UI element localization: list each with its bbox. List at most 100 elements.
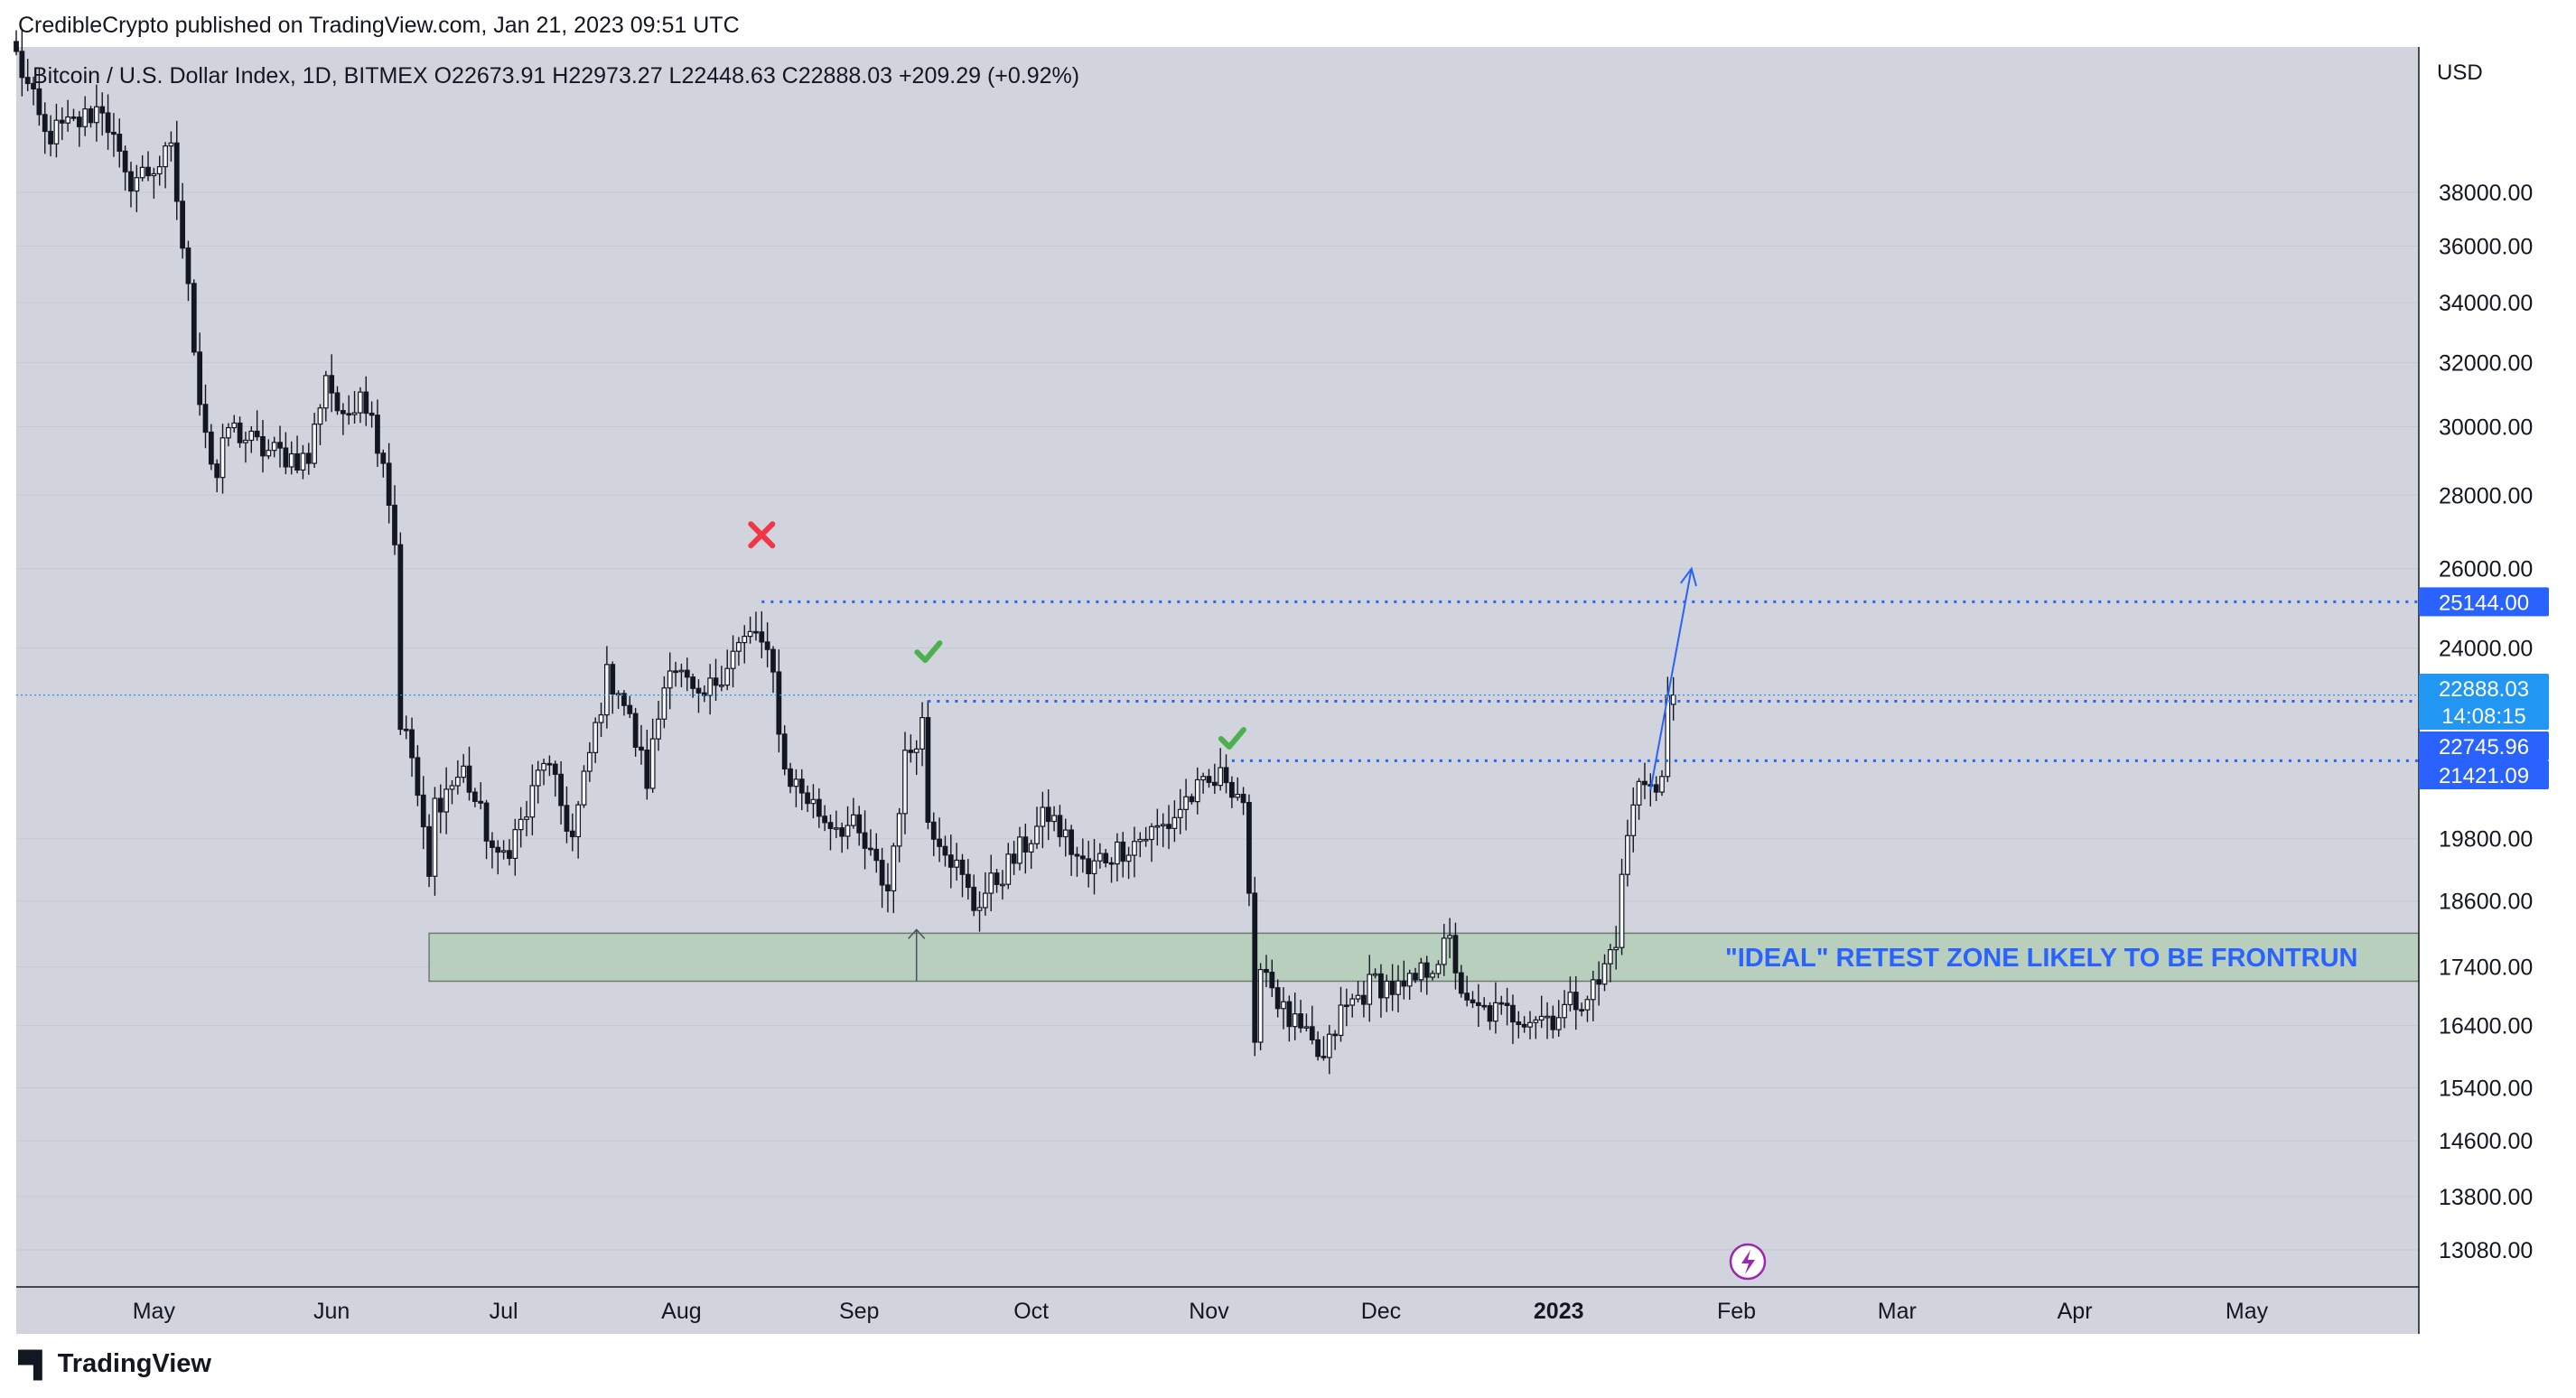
candle [1154,808,1161,846]
candle-body [1211,781,1218,787]
price-badge-value: 22745.96 [2439,735,2529,760]
candle [226,423,231,447]
candle [822,805,828,832]
candle-body [1120,841,1126,862]
candle [1108,857,1115,883]
candle [1527,1011,1533,1039]
candle-body [546,762,553,766]
candle [891,843,897,914]
candle-body [879,860,885,886]
candle-body [805,792,810,805]
candle [1452,922,1459,990]
candle-body [1246,801,1252,894]
candle-body [1418,962,1424,981]
retest-zone-box [428,932,2420,983]
candle [82,96,89,136]
candle [1326,1024,1332,1075]
candle-body [764,641,770,650]
candle-body [1510,1004,1516,1023]
candle [507,839,512,866]
symbol-header-part: C [782,63,798,89]
candle [156,155,163,186]
candle [1516,1011,1522,1039]
candle-body [1562,1003,1567,1019]
candle-body [1045,806,1051,823]
candle-body [173,142,180,202]
price-badge-countdown: 14:08:15 [2441,704,2525,729]
candle [1384,974,1390,1012]
candle-body [988,872,994,894]
candle [575,800,582,859]
candle [1389,964,1395,1011]
candle [1194,767,1200,815]
price-badge-bg [2419,760,2549,789]
candle-body [856,814,863,834]
candle-body [581,770,587,806]
symbol-header-part: H [552,63,568,89]
candle [260,420,266,473]
candle-body [1498,1002,1505,1005]
candle [845,806,851,850]
tradingview-logo[interactable]: ▀▌ TradingView [18,1349,211,1379]
candle [490,832,495,869]
tradingview-brand: TradingView [57,1349,211,1378]
candle-body [397,544,404,731]
candle [678,663,685,687]
candle-body [1372,973,1378,976]
candle [1464,975,1470,1007]
candle-body [644,749,650,789]
candle [994,869,1000,893]
candle [1303,1013,1310,1032]
candle-body [1252,892,1258,1043]
candle-body [1005,853,1012,885]
candle [93,84,99,142]
candle-body [604,664,610,716]
candle-body [1137,838,1143,843]
candle [375,399,380,467]
candle [724,649,731,691]
candle [798,769,805,811]
candle-body [99,106,106,114]
candle [322,370,329,422]
candle-body [380,452,387,464]
candle [1395,965,1401,1013]
candle [552,760,558,797]
candle [248,425,255,453]
candle-body [1264,968,1269,974]
candle [661,676,667,729]
candle-body [1452,935,1459,974]
candle [1430,970,1435,981]
candle [358,387,363,424]
candle-body [53,119,60,144]
candle [243,432,248,463]
candle-body [518,818,524,831]
candle-body [329,375,335,394]
candle [1034,806,1040,849]
candle [959,853,966,898]
candle [208,424,214,471]
candle [1281,987,1286,1030]
candle [231,415,238,433]
candle-body [1441,937,1447,965]
candle-body [1355,994,1361,1000]
candle [65,99,71,132]
price-axis-badge: 22745.96 [2419,732,2549,760]
candle [730,635,736,688]
candle-body [1303,1026,1310,1029]
y-tick-label: 14600.00 [2439,1129,2533,1154]
candle-body [1309,1026,1315,1041]
candle [340,403,346,435]
candle-body [1487,1005,1493,1022]
candle-body [976,907,983,911]
candle-body [231,422,238,429]
candle [294,435,300,474]
candle-body [810,798,817,805]
candle-body [1332,1033,1339,1037]
candle-body [788,768,793,788]
candle [1200,772,1207,794]
candle [36,67,42,126]
candle [1567,976,1573,1011]
candle-body [1079,855,1086,860]
candle-body [1218,767,1224,787]
